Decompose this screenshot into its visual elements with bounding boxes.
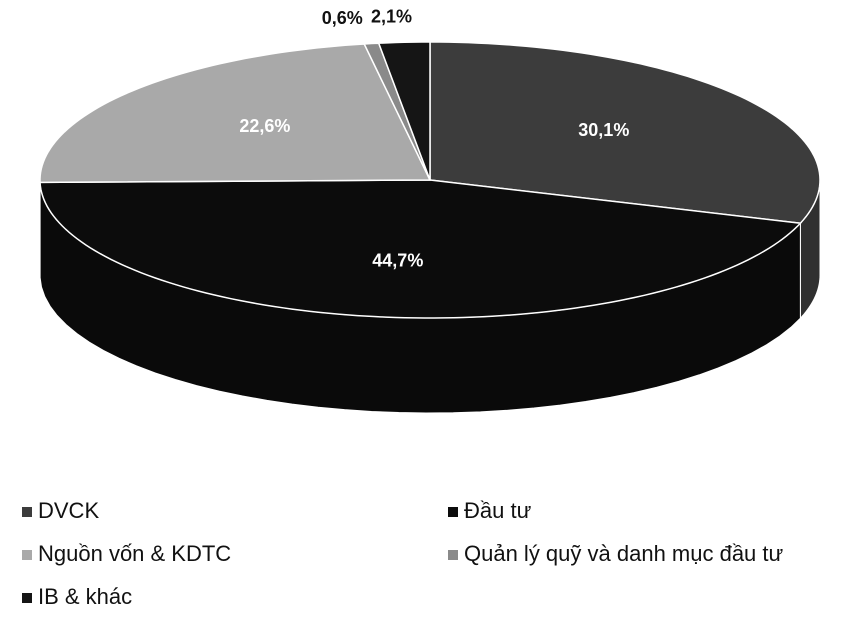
legend-swatch — [448, 507, 458, 517]
pie-slice — [39, 43, 432, 184]
value-label: 44,7% — [372, 251, 423, 271]
legend-label: IB & khác — [38, 584, 132, 609]
legend-swatch — [448, 550, 458, 560]
value-label: 22,6% — [239, 116, 290, 136]
legend-label: Nguồn vốn & KDTC — [38, 541, 231, 566]
value-label: 30,1% — [578, 120, 629, 140]
legend-swatch — [22, 507, 32, 517]
legend-label: Quản lý quỹ và danh mục đầu tư — [464, 541, 784, 566]
pie-slice — [39, 179, 802, 319]
value-label: 2,1% — [371, 6, 412, 26]
legend-label: DVCK — [38, 498, 99, 523]
pie-slice — [377, 41, 431, 181]
pie-slice — [429, 41, 821, 225]
legend-swatch — [22, 550, 32, 560]
value-label: 0,6% — [322, 8, 363, 28]
legend-swatch — [22, 593, 32, 603]
legend-label: Đầu tư — [464, 498, 532, 523]
